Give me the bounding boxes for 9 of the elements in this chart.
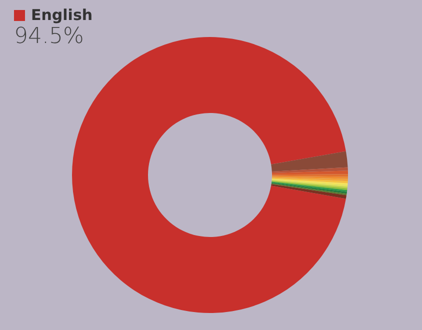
legend-label: English	[31, 6, 93, 24]
donut-slice	[271, 151, 348, 172]
donut-slice	[272, 176, 348, 182]
donut-slice	[272, 174, 348, 177]
donut-slice	[272, 170, 348, 175]
donut-slice	[272, 176, 348, 179]
donut-slice	[272, 167, 348, 174]
data-label: 94.5%	[14, 24, 85, 49]
donut-slice	[271, 184, 346, 199]
